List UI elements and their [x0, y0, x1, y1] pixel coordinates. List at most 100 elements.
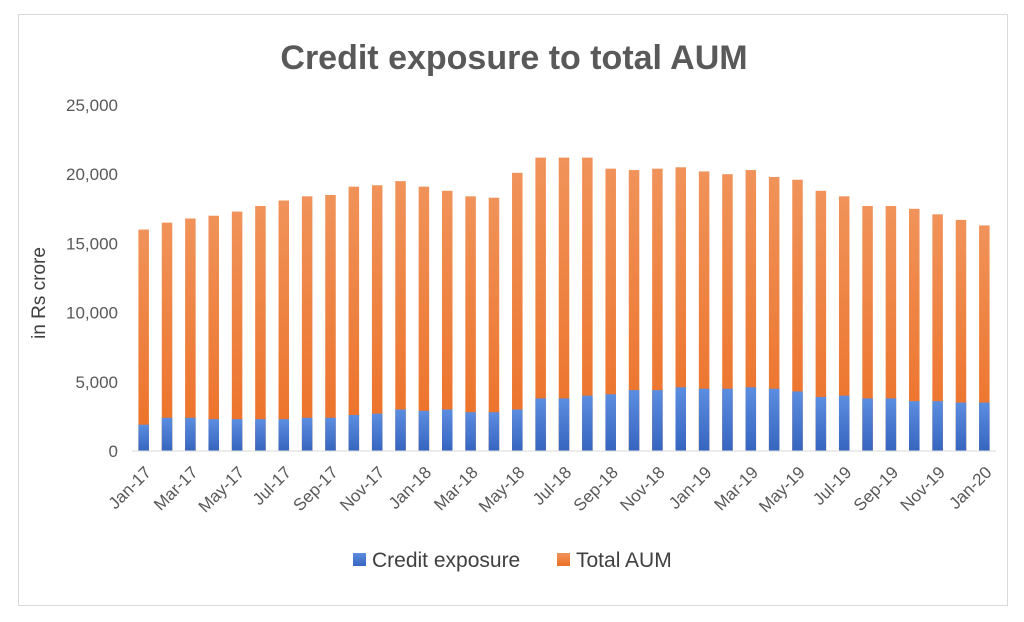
bar-credit-exposure [815, 397, 827, 451]
bar-total-aum [979, 225, 990, 451]
bar-credit-exposure [512, 409, 523, 451]
bar-credit-exposure [792, 391, 803, 451]
bar-credit-exposure [652, 390, 663, 451]
bar-credit-exposure [371, 413, 383, 451]
bar-credit-exposure [465, 412, 476, 451]
bar-credit-exposure [185, 417, 196, 451]
bar-total-aum [582, 157, 593, 452]
x-tick-label: May-19 [755, 463, 809, 517]
chart-frame: Credit exposure to total AUM in Rs crore… [18, 14, 1008, 606]
x-tick-label: Jan-20 [945, 463, 995, 513]
bar-total-aum [815, 190, 827, 452]
legend-label: Total AUM [576, 549, 672, 572]
bar-credit-exposure [628, 390, 640, 451]
bar-total-aum [862, 206, 873, 451]
y-axis-ticks: 0 5,000 10,000 15,000 20,000 25,000 [66, 96, 118, 461]
bar-credit-exposure [325, 417, 336, 451]
bar-total-aum [932, 214, 943, 451]
bar-total-aum [628, 170, 640, 451]
bar-credit-exposure [418, 410, 430, 451]
y-tick-label: 0 [109, 442, 118, 461]
bar-total-aum [885, 206, 897, 451]
bar-total-aum [161, 222, 173, 451]
bar-credit-exposure [395, 409, 406, 451]
x-tick-label: Mar-17 [150, 463, 202, 515]
bar-credit-exposure [138, 424, 149, 451]
bar-credit-exposure [979, 402, 990, 451]
x-tick-label: Sep-17 [290, 463, 342, 515]
x-tick-label: May-18 [475, 463, 529, 517]
bar-total-aum [838, 196, 850, 451]
bar-credit-exposure [862, 398, 873, 451]
bar-total-aum [558, 157, 570, 452]
bar-credit-exposure [208, 419, 219, 451]
bar-total-aum [185, 218, 196, 451]
bar-credit-exposure [488, 412, 500, 451]
bar-total-aum [465, 196, 476, 451]
x-tick-label: Nov-17 [336, 463, 388, 515]
bar-chart: Credit exposure to total AUM in Rs crore… [29, 39, 996, 572]
bar-credit-exposure [441, 409, 453, 451]
bar-credit-exposure [605, 394, 616, 451]
x-tick-label: Sep-19 [850, 463, 902, 515]
bar-total-aum [698, 171, 710, 451]
x-tick-label: Nov-18 [616, 463, 668, 515]
bar-credit-exposure [348, 415, 360, 451]
x-tick-label: Nov-19 [897, 463, 949, 515]
bar-total-aum [675, 167, 687, 451]
y-axis-label: in Rs crore [29, 247, 50, 339]
y-tick-label: 25,000 [66, 96, 118, 115]
bar-total-aum [255, 206, 266, 451]
x-tick-label: Jan-17 [105, 463, 155, 513]
bar-credit-exposure [768, 388, 780, 451]
x-tick-label: May-17 [195, 463, 249, 517]
x-tick-label: Mar-19 [711, 463, 763, 515]
bar-credit-exposure [301, 417, 313, 451]
bar-credit-exposure [582, 395, 593, 451]
bar-total-aum [535, 157, 546, 452]
y-tick-label: 5,000 [75, 373, 118, 392]
legend-swatch [353, 553, 366, 566]
bar-total-aum [652, 168, 663, 451]
bar-credit-exposure [675, 387, 687, 451]
bar-credit-exposure [558, 398, 570, 451]
bar-total-aum [909, 208, 920, 451]
bar-total-aum [745, 170, 757, 451]
legend-label: Credit exposure [372, 549, 520, 572]
bar-credit-exposure [745, 387, 757, 451]
bar-total-aum [418, 186, 430, 451]
x-tick-label: Sep-18 [570, 463, 622, 515]
bar-total-aum [605, 168, 616, 451]
bar-total-aum [371, 185, 383, 451]
bar-total-aum [138, 229, 149, 451]
bar-credit-exposure [535, 398, 546, 451]
legend: Credit exposure Total AUM [353, 549, 672, 572]
bar-total-aum [231, 211, 243, 451]
y-tick-label: 20,000 [66, 165, 118, 184]
y-tick-label: 10,000 [66, 304, 118, 323]
bar-credit-exposure [161, 417, 173, 451]
bar-credit-exposure [722, 388, 733, 451]
x-tick-label: Jan-18 [385, 463, 435, 513]
bar-credit-exposure [231, 419, 243, 451]
bar-total-aum [955, 219, 967, 451]
bar-total-aum [325, 194, 336, 451]
y-tick-label: 15,000 [66, 234, 118, 253]
x-tick-label: Jan-19 [665, 463, 715, 513]
credit-exposure-bars [138, 387, 990, 451]
bar-total-aum [395, 181, 406, 451]
x-tick-label: Jul-18 [529, 463, 575, 509]
bar-credit-exposure [909, 401, 920, 451]
legend-swatch [557, 553, 570, 566]
bar-total-aum [301, 196, 313, 451]
bar-total-aum [441, 190, 453, 452]
chart-title: Credit exposure to total AUM [280, 39, 747, 77]
total-aum-bars [138, 157, 990, 452]
bar-total-aum [488, 197, 500, 451]
x-tick-label: Jul-17 [249, 463, 295, 509]
bar-credit-exposure [955, 402, 967, 451]
x-tick-label: Jul-19 [809, 463, 855, 509]
bar-total-aum [722, 174, 733, 451]
bar-credit-exposure [885, 398, 897, 451]
